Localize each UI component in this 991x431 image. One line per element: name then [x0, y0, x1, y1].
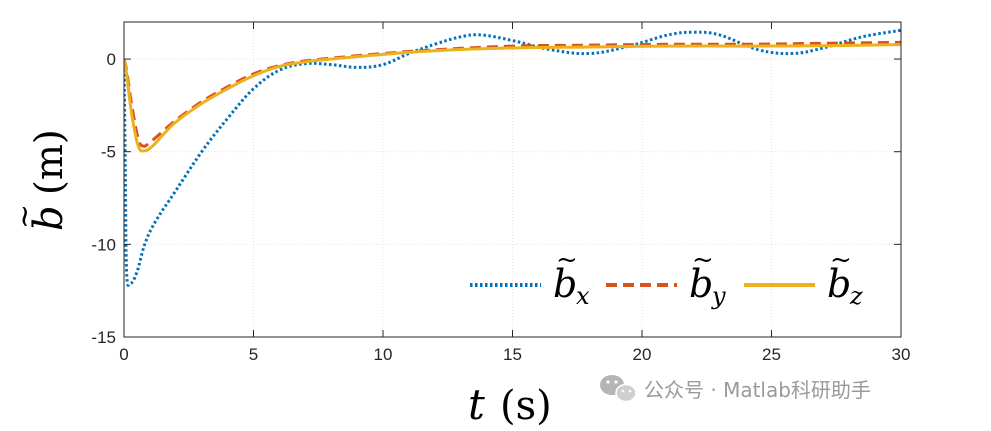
legend-tilde-by: ~	[692, 245, 714, 275]
legend-subscript-bz: z	[849, 282, 863, 310]
x-tick-label: 15	[503, 345, 522, 364]
legend: b ~ x b ~ y b ~ z	[470, 245, 863, 310]
x-tick-label: 20	[633, 345, 652, 364]
y-axis-label-unit: (m)	[27, 129, 71, 195]
y-axis-label-accent: ~	[7, 204, 42, 229]
series-line-z	[124, 43, 901, 153]
wechat-icon	[600, 375, 637, 403]
legend-label-bz: b	[827, 262, 851, 306]
ticks	[123, 22, 902, 338]
x-tick-label: 10	[374, 345, 393, 364]
x-axis-label: t (s)	[468, 380, 552, 429]
legend-label-bx: b	[553, 262, 577, 306]
y-axis-label: b ~ (m)	[7, 129, 72, 231]
series-lines	[124, 28, 901, 287]
legend-subscript-by: y	[711, 282, 726, 310]
y-tick-label: -5	[101, 143, 116, 162]
y-axis-label-symbol: b	[26, 205, 72, 231]
watermark: 公众号 · Matlab科研助手	[600, 375, 871, 403]
x-axis-label-symbol: t	[468, 380, 485, 429]
x-tick-label: 5	[249, 345, 258, 364]
y-tick-label: -15	[91, 328, 116, 347]
y-tick-label: 0	[107, 50, 116, 69]
legend-subscript-bx: x	[576, 282, 590, 310]
x-axis-label-unit: (s)	[500, 383, 552, 429]
legend-label-by: b	[689, 262, 713, 306]
x-tick-label: 30	[892, 345, 911, 364]
y-tick-label: -10	[91, 235, 116, 254]
legend-tilde-bz: ~	[830, 245, 852, 275]
x-tick-label: 0	[119, 345, 128, 364]
x-tick-label: 25	[762, 345, 781, 364]
legend-tilde-bx: ~	[556, 245, 578, 275]
tick-labels: 0 5 10 15 20 25 30 -15 -10 -5 0	[91, 50, 910, 364]
watermark-text: 公众号 · Matlab科研助手	[644, 378, 871, 402]
